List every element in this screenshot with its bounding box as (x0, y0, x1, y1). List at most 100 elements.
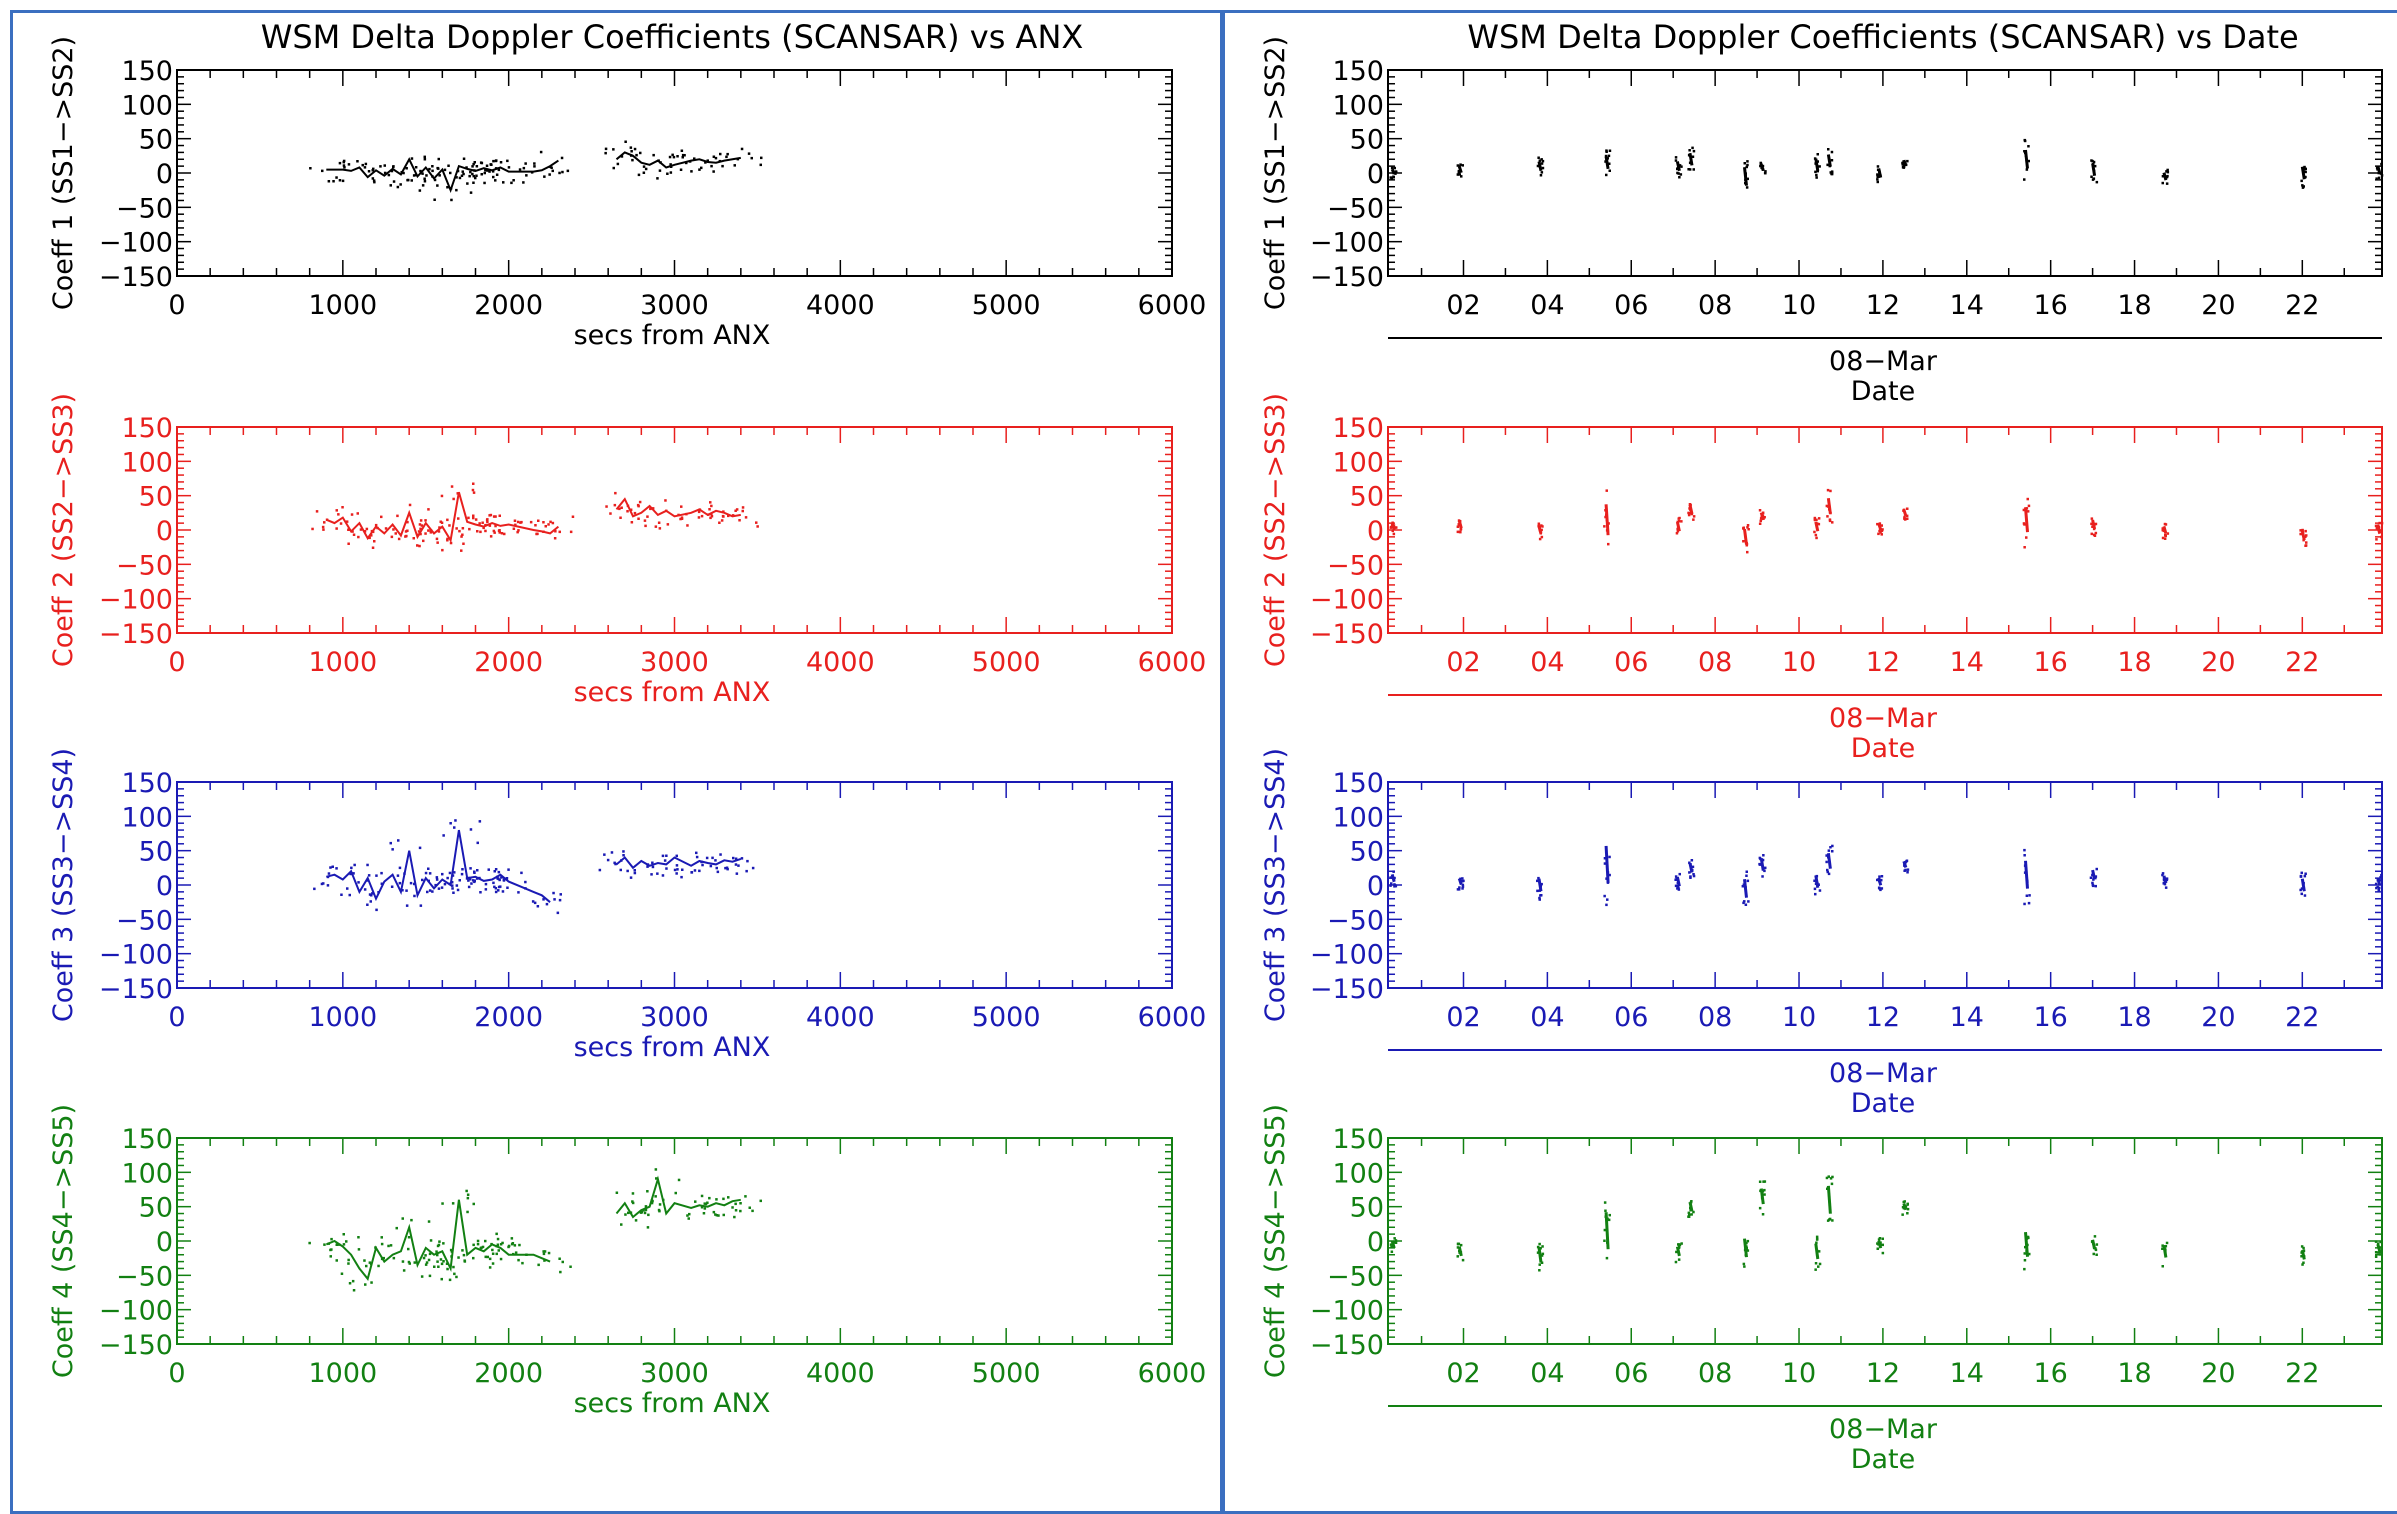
right-3-data-point (2089, 876, 2093, 879)
right-4-data-point (1746, 1239, 1750, 1243)
left-4-data-point (441, 1202, 444, 1205)
left-3-data-point (455, 884, 459, 887)
left-2-data-point (484, 529, 487, 533)
left-2-data-point (416, 544, 419, 547)
left-2-data-point (534, 524, 537, 527)
left-3-data-point (552, 891, 555, 895)
left-3-ytick-label: 0 (156, 871, 173, 902)
left-3-data-point (366, 879, 369, 882)
left-4-data-point (337, 1243, 341, 1246)
right-1-xtick-label: 04 (1530, 290, 1564, 321)
right-3-data-point (1743, 900, 1746, 903)
right-2-data-point (1906, 517, 1909, 520)
left-1-data-point (714, 156, 718, 160)
left-4-data-point (708, 1196, 711, 1200)
right-2-data-point (1826, 515, 1829, 518)
right-3-data-point (2091, 884, 2095, 888)
right-2-data-point (1391, 529, 1394, 533)
right-4-data-point (2379, 1240, 2382, 1244)
left-2-data-point (558, 530, 561, 534)
left-2-data-point (472, 514, 475, 517)
right-2-data-point (2299, 529, 2302, 532)
left-3-data-point (453, 826, 456, 829)
left-2-data-point (643, 519, 647, 522)
right-4-xtick-label: 12 (1866, 1358, 1900, 1389)
left-3-data-point (419, 904, 423, 907)
right-3-data-point (1538, 896, 1541, 900)
left-4-data-point (662, 1198, 665, 1202)
right-4-data-point (1394, 1239, 1398, 1242)
right-1-data-cluster (1826, 154, 1832, 168)
left-1-data-point (436, 184, 439, 187)
right-3-data-point (2023, 848, 2026, 852)
left-4-data-point (363, 1259, 366, 1262)
left-4-data-point (495, 1232, 498, 1236)
left-3-data-point (536, 905, 540, 908)
left-1-data-point (472, 174, 475, 178)
right-4-ytick-label: 150 (1332, 1124, 1384, 1155)
right-2-data-point (2163, 522, 2167, 526)
left-1-data-point (484, 169, 487, 172)
right-1-data-point (1456, 164, 1460, 167)
left-4-ytick-label: 50 (139, 1193, 173, 1224)
right-4-data-point (1901, 1205, 1905, 1209)
right-1-plot-frame (1387, 69, 2383, 277)
left-3-data-point (484, 882, 488, 886)
right-4-data-point (1743, 1265, 1746, 1268)
left-3-data-point (478, 876, 481, 880)
right-2-data-point (1825, 504, 1829, 508)
left-1-data-point (472, 162, 475, 166)
left-3-data-point (714, 859, 717, 862)
right-4-data-point (1604, 1209, 1607, 1212)
right-3-data-point (1825, 860, 1828, 864)
left-3-data-point (517, 891, 520, 894)
left-4-data-point (722, 1213, 725, 1217)
left-4-data-point (727, 1196, 730, 1199)
left-4-data-point (329, 1248, 332, 1252)
left-4-data-point (620, 1223, 623, 1226)
left-3-plot-frame (176, 781, 1173, 989)
left-3-data-point (633, 869, 636, 872)
right-1-data-point (2091, 159, 2094, 163)
right-1-data-point (1457, 171, 1461, 175)
left-3-data-point (396, 874, 400, 877)
left-4-data-point (347, 1258, 350, 1262)
right-1-data-point (1389, 176, 1392, 179)
left-2-data-point (347, 542, 350, 545)
left-3-data-point (656, 872, 659, 875)
right-3-ytick-label: 150 (1332, 768, 1384, 799)
left-3-data-point (357, 881, 360, 884)
left-3-data-point (633, 871, 637, 875)
left-2-data-point (727, 514, 730, 518)
left-1-data-point (659, 161, 662, 164)
right-3-data-cluster (2300, 878, 2306, 892)
left-2-data-point (697, 516, 701, 519)
left-2-data-point (397, 537, 401, 541)
left-2-data-point (626, 510, 629, 513)
right-3-data-point (1461, 883, 1465, 887)
right-3-data-point (1678, 872, 1681, 876)
right-4-data-point (1881, 1243, 1884, 1247)
left-2-data-point (322, 528, 325, 531)
right-4-data-point (2095, 1253, 2098, 1256)
left-4-data-point (657, 1208, 661, 1212)
right-4-data-point (2023, 1267, 2026, 1271)
right-2-data-point (2161, 527, 2164, 530)
right-1-data-point (2301, 186, 2305, 189)
left-4-data-point (731, 1206, 734, 1209)
left-2-data-point (517, 529, 520, 532)
left-1-data-point (499, 161, 503, 164)
right-4-data-point (1538, 1242, 1541, 1246)
left-3-data-point (454, 819, 457, 822)
left-4-data-point (377, 1264, 380, 1268)
right-1-data-point (1759, 162, 1763, 166)
right-3-data-cluster (2024, 860, 2029, 889)
left-2-plot-frame (176, 426, 1173, 634)
right-3-xtick-label: 20 (2201, 1002, 2235, 1033)
left-1-data-point (525, 174, 528, 177)
left-1-data-point (433, 178, 437, 182)
left-2-x-axis-label: secs from ANX (574, 677, 771, 708)
left-3-data-point (453, 871, 456, 874)
left-4-xtick-label: 6000 (1138, 1358, 1207, 1389)
right-2-data-point (1879, 531, 1882, 534)
